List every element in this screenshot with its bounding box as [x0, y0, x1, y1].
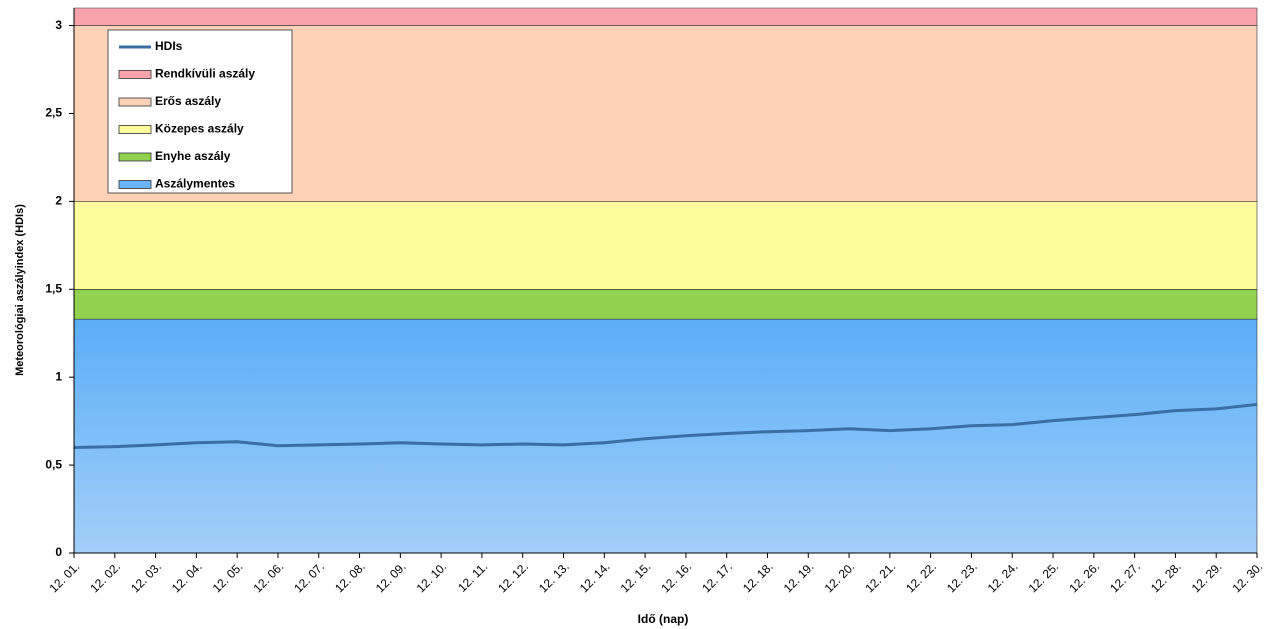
- y-tick-label: 1,5: [45, 281, 62, 295]
- x-tick-label: 12. 08.: [332, 559, 368, 595]
- x-tick-label: 12. 01.: [47, 559, 83, 595]
- x-axis-label: Idő (nap): [638, 612, 689, 626]
- x-tick-label: 12. 17.: [699, 559, 735, 595]
- x-tick-label: 12. 13.: [536, 559, 572, 595]
- x-tick-label: 12. 14.: [577, 559, 613, 595]
- x-tick-label: 12. 24.: [985, 559, 1021, 595]
- x-tick-label: 12. 18.: [740, 559, 776, 595]
- y-axis-label: Meteorológiai aszályindex (HDIs): [14, 204, 26, 376]
- x-tick-label: 12. 12.: [495, 559, 531, 595]
- legend-label: HDIs: [155, 39, 183, 53]
- x-tick-label: 12. 16.: [658, 559, 694, 595]
- legend: HDIs Rendkívüli aszály Erős aszály Közepes …: [107, 29, 293, 194]
- x-tick-label: 12. 25.: [1026, 559, 1062, 595]
- legend-label: Erős aszály: [155, 94, 221, 108]
- y-tick-label: 1: [55, 369, 62, 383]
- x-tick-label: 12. 30.: [1230, 559, 1265, 595]
- x-tick-label: 12. 28.: [1148, 559, 1184, 595]
- legend-swatch: [118, 97, 152, 107]
- x-tick-label: 12. 03.: [128, 559, 164, 595]
- x-tick-label: 12. 10.: [414, 559, 450, 595]
- y-tick-label: 0,5: [45, 457, 62, 471]
- y-tick-label: 3: [55, 18, 62, 32]
- x-tick-label: 12. 06.: [250, 559, 286, 595]
- plot-area: [73, 7, 1258, 554]
- area-band: [73, 7, 1258, 26]
- x-tick-label: 12. 23.: [944, 559, 980, 595]
- y-tick-label: 0: [55, 545, 62, 559]
- x-tick-label: 12. 05.: [210, 559, 246, 595]
- x-tick-label: 12. 19.: [781, 559, 817, 595]
- x-tick-label: 12. 02.: [87, 559, 123, 595]
- x-tick-label: 12. 20.: [822, 559, 858, 595]
- area-band: [73, 288, 1258, 320]
- legend-swatch: [118, 70, 152, 79]
- area-band: [73, 201, 1258, 290]
- x-tick-label: 12. 04.: [169, 559, 205, 595]
- x-tick-label: 12. 07.: [291, 559, 327, 595]
- x-tick-label: 12. 09.: [373, 559, 409, 595]
- y-tick-label: 2: [55, 194, 62, 208]
- x-tick-label: 12. 11.: [455, 559, 490, 594]
- legend-swatch: [118, 125, 152, 134]
- legend-label: Közepes aszály: [155, 122, 244, 136]
- x-tick-label: 12. 26.: [1066, 559, 1102, 595]
- legend-label: Aszálymentes: [155, 177, 235, 191]
- legend-box: [107, 29, 293, 194]
- legend-label: Rendkívüli aszály: [155, 67, 255, 81]
- legend-swatch: [118, 180, 152, 189]
- x-tick-label: 12. 29.: [1189, 559, 1225, 595]
- hdi-line: [73, 402, 1258, 450]
- legend-label: Enyhe aszály: [155, 149, 231, 163]
- x-tick-label: 12. 27.: [1107, 559, 1143, 595]
- y-tick-label: 2,5: [45, 106, 62, 120]
- x-tick-label: 12. 15.: [618, 559, 654, 595]
- x-tick-label: 12. 22.: [903, 559, 939, 595]
- legend-swatch: [118, 152, 152, 162]
- x-tick-label: 12. 21.: [862, 559, 898, 595]
